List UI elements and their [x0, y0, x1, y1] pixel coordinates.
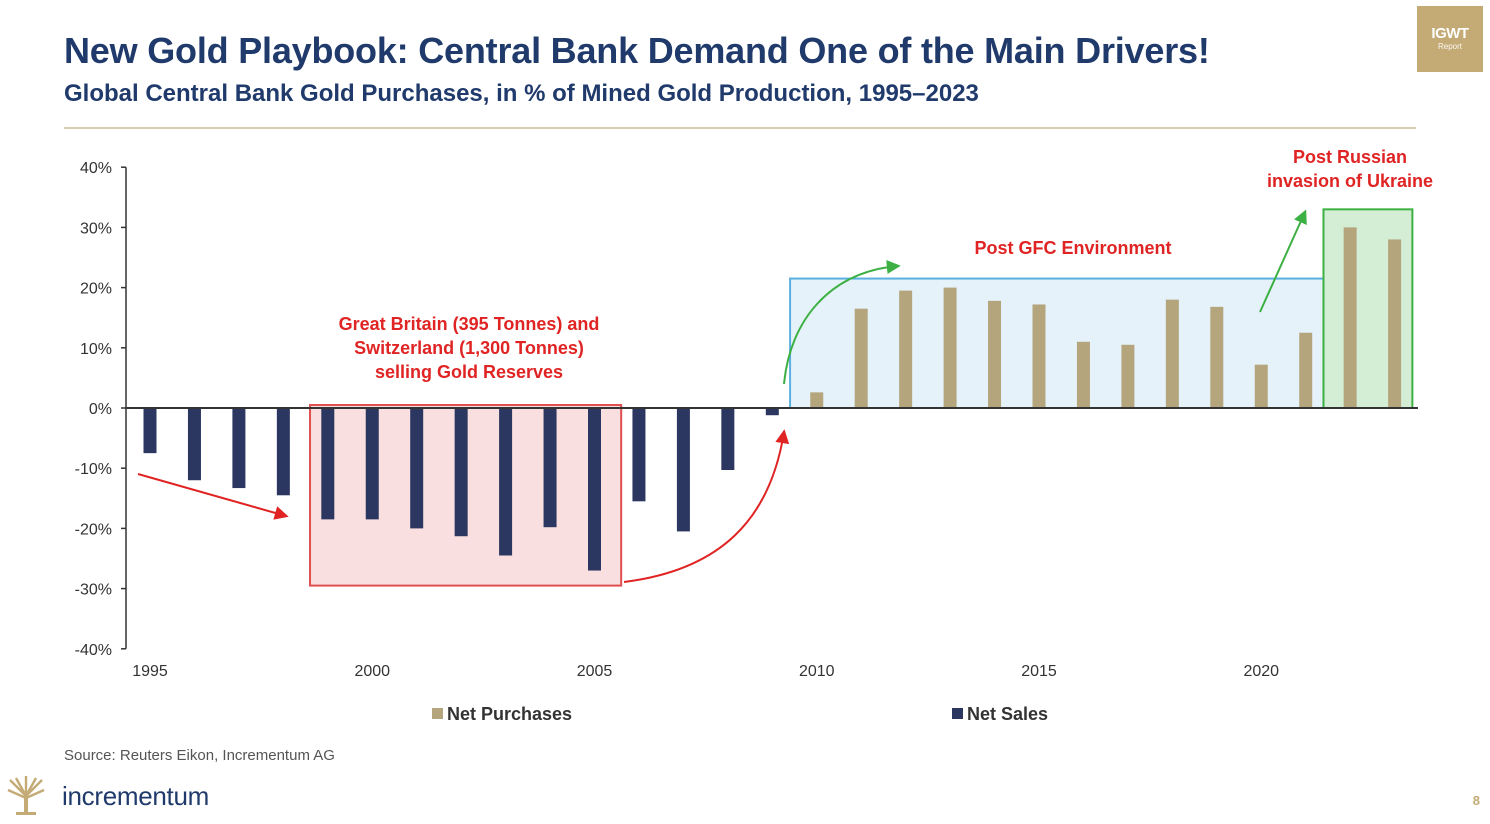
central-bank-gold-chart: 40% 30% 20% 10% 0% -10% -20% -30% -40% 1995 2000 20… — [75, 147, 1433, 724]
annotation-text-ukraine: invasion of Ukraine — [1267, 171, 1433, 191]
legend-label-net-purchases: Net Purchases — [447, 704, 572, 724]
x-tick-label: 2015 — [1021, 663, 1057, 680]
bar-net-purchases-2014 — [988, 300, 1002, 408]
bar-net-sales-2006 — [632, 408, 646, 502]
annotation-text-gfc: Post GFC Environment — [974, 238, 1171, 258]
bar-net-purchases-2017 — [1121, 344, 1135, 408]
page-title: New Gold Playbook: Central Bank Demand O… — [64, 30, 1210, 71]
bar-net-sales-2001 — [410, 408, 424, 529]
trend-arrow-sales — [137, 473, 289, 520]
bar-net-sales-2008 — [721, 408, 735, 471]
bar-net-sales-2007 — [676, 408, 690, 532]
y-tick-label: 0% — [89, 401, 112, 418]
y-tick-label: 10% — [80, 341, 112, 358]
bar-net-sales-2003 — [499, 408, 513, 556]
curved-arrow-gfc — [783, 260, 901, 385]
annotation-box-gfc — [789, 277, 1325, 409]
y-tick-label: -30% — [75, 582, 112, 599]
bar-net-purchases-2010 — [810, 392, 824, 408]
header-divider — [64, 127, 1416, 129]
bar-net-sales-2000 — [365, 408, 379, 520]
y-tick-label: 30% — [80, 220, 112, 237]
y-tick-label: -40% — [75, 642, 112, 659]
annotation-text-ukraine: Post Russian — [1293, 147, 1407, 167]
x-tick-label: 2010 — [799, 663, 835, 680]
bar-net-purchases-2013 — [943, 287, 957, 408]
bar-net-sales-2004 — [543, 408, 557, 528]
bar-net-purchases-2016 — [1076, 341, 1090, 408]
tree-logo-icon — [7, 776, 45, 815]
bar-net-purchases-2015 — [1032, 304, 1046, 408]
annotation-text-britain: Switzerland (1,300 Tonnes) — [354, 338, 584, 358]
bar-net-sales-2005 — [588, 408, 601, 571]
legend-swatch-net-purchases — [432, 708, 443, 719]
x-tick-label: 2020 — [1243, 663, 1279, 680]
annotation-text-britain: Great Britain (395 Tonnes) and — [339, 314, 600, 334]
bar-net-purchases-2023 — [1388, 239, 1402, 408]
x-tick-label: 1995 — [132, 663, 168, 680]
legend-label-net-sales: Net Sales — [967, 704, 1048, 724]
bar-net-purchases-2021 — [1299, 332, 1313, 408]
y-tick-label: -20% — [75, 521, 112, 538]
igwt-logo-subtext: Report — [1437, 42, 1462, 51]
igwt-logo: IGWT Report — [1417, 6, 1483, 72]
bar-net-purchases-2012 — [899, 290, 913, 408]
annotation-text-britain: selling Gold Reserves — [375, 362, 563, 382]
bar-net-sales-1995 — [143, 408, 157, 454]
x-tick-label: 2000 — [354, 663, 390, 680]
igwt-logo-text: IGWT — [1431, 25, 1469, 42]
y-tick-label: 20% — [80, 281, 112, 298]
bar-net-purchases-2020 — [1254, 364, 1268, 408]
y-tick-label: -10% — [75, 461, 112, 478]
source-note: Source: Reuters Eikon, Incrementum AG — [64, 747, 335, 764]
bar-net-sales-1998 — [276, 408, 290, 496]
incrementum-brand: incrementum — [6, 774, 209, 818]
y-tick-label: 40% — [80, 160, 112, 177]
x-tick-label: 2005 — [577, 663, 613, 680]
page-subtitle: Global Central Bank Gold Purchases, in %… — [64, 80, 979, 107]
bar-net-purchases-2019 — [1210, 306, 1224, 408]
bar-net-sales-2009 — [765, 408, 779, 416]
legend-swatch-net-sales — [952, 708, 963, 719]
bar-net-purchases-2018 — [1165, 299, 1179, 408]
arrow-ukraine — [1259, 209, 1307, 313]
bar-net-sales-1997 — [232, 408, 246, 489]
bar-net-sales-2002 — [454, 408, 468, 537]
bar-net-sales-1999 — [321, 408, 335, 520]
bar-net-sales-1996 — [187, 408, 201, 481]
curved-arrow-recovery — [623, 429, 790, 583]
bar-net-purchases-2022 — [1343, 227, 1357, 408]
brand-name: incrementum — [62, 780, 209, 811]
bar-net-purchases-2011 — [854, 308, 868, 408]
page-number: 8 — [1472, 793, 1480, 808]
